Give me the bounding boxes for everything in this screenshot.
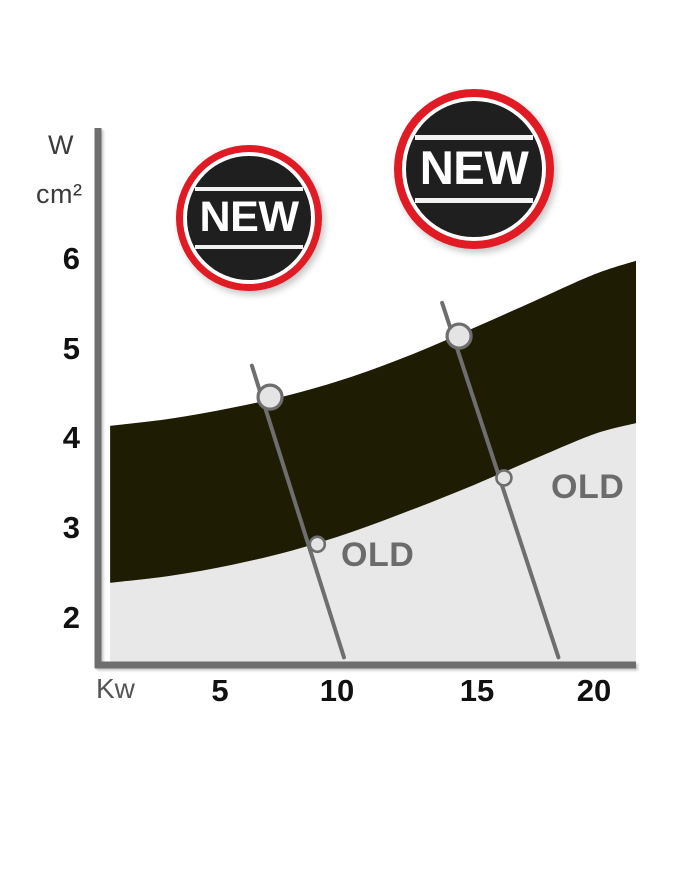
marker-new-2 xyxy=(445,322,473,350)
y-tick-label-3: 3 xyxy=(62,510,80,545)
y-tick-label-5: 5 xyxy=(62,331,80,366)
x-tick-label-20: 20 xyxy=(576,673,612,708)
badge-label: NEW xyxy=(199,193,299,242)
x-axis-unit-label: Kw xyxy=(96,673,135,704)
badge-label: NEW xyxy=(419,142,529,196)
badge-face: NEW xyxy=(406,101,542,237)
annotation-old-2: OLD xyxy=(551,468,625,506)
marker-old-2 xyxy=(495,469,513,487)
connector-1 xyxy=(249,363,346,660)
data-point-markers xyxy=(256,322,513,554)
y-tick-label-4: 4 xyxy=(62,420,80,455)
y-tick-label-2: 2 xyxy=(62,600,80,635)
x-tick-label-15: 15 xyxy=(459,673,495,708)
annotation-old-1: OLD xyxy=(341,536,415,574)
y-axis-unit-numerator: W xyxy=(48,130,74,160)
badge-new-small: NEW xyxy=(176,145,322,291)
y-tick-label-6: 6 xyxy=(62,241,80,276)
badge-rule-top xyxy=(414,134,534,140)
x-tick-label-10: 10 xyxy=(319,673,355,708)
y-axis-unit-denominator: cm² xyxy=(36,179,83,209)
marker-new-1 xyxy=(256,383,284,411)
badge-rule-bottom xyxy=(414,198,534,203)
badge-new-large: NEW xyxy=(394,89,554,249)
marker-old-1 xyxy=(308,535,327,554)
badge-rule-top xyxy=(194,186,304,192)
chart-axes xyxy=(94,128,636,669)
area-band-new xyxy=(110,260,637,583)
x-tick-label-5: 5 xyxy=(211,673,229,708)
badge-inner-ring: NEW xyxy=(182,151,316,285)
badge-inner-ring: NEW xyxy=(401,96,547,242)
badge-face: NEW xyxy=(187,156,311,280)
badge-rule-bottom xyxy=(194,244,304,249)
